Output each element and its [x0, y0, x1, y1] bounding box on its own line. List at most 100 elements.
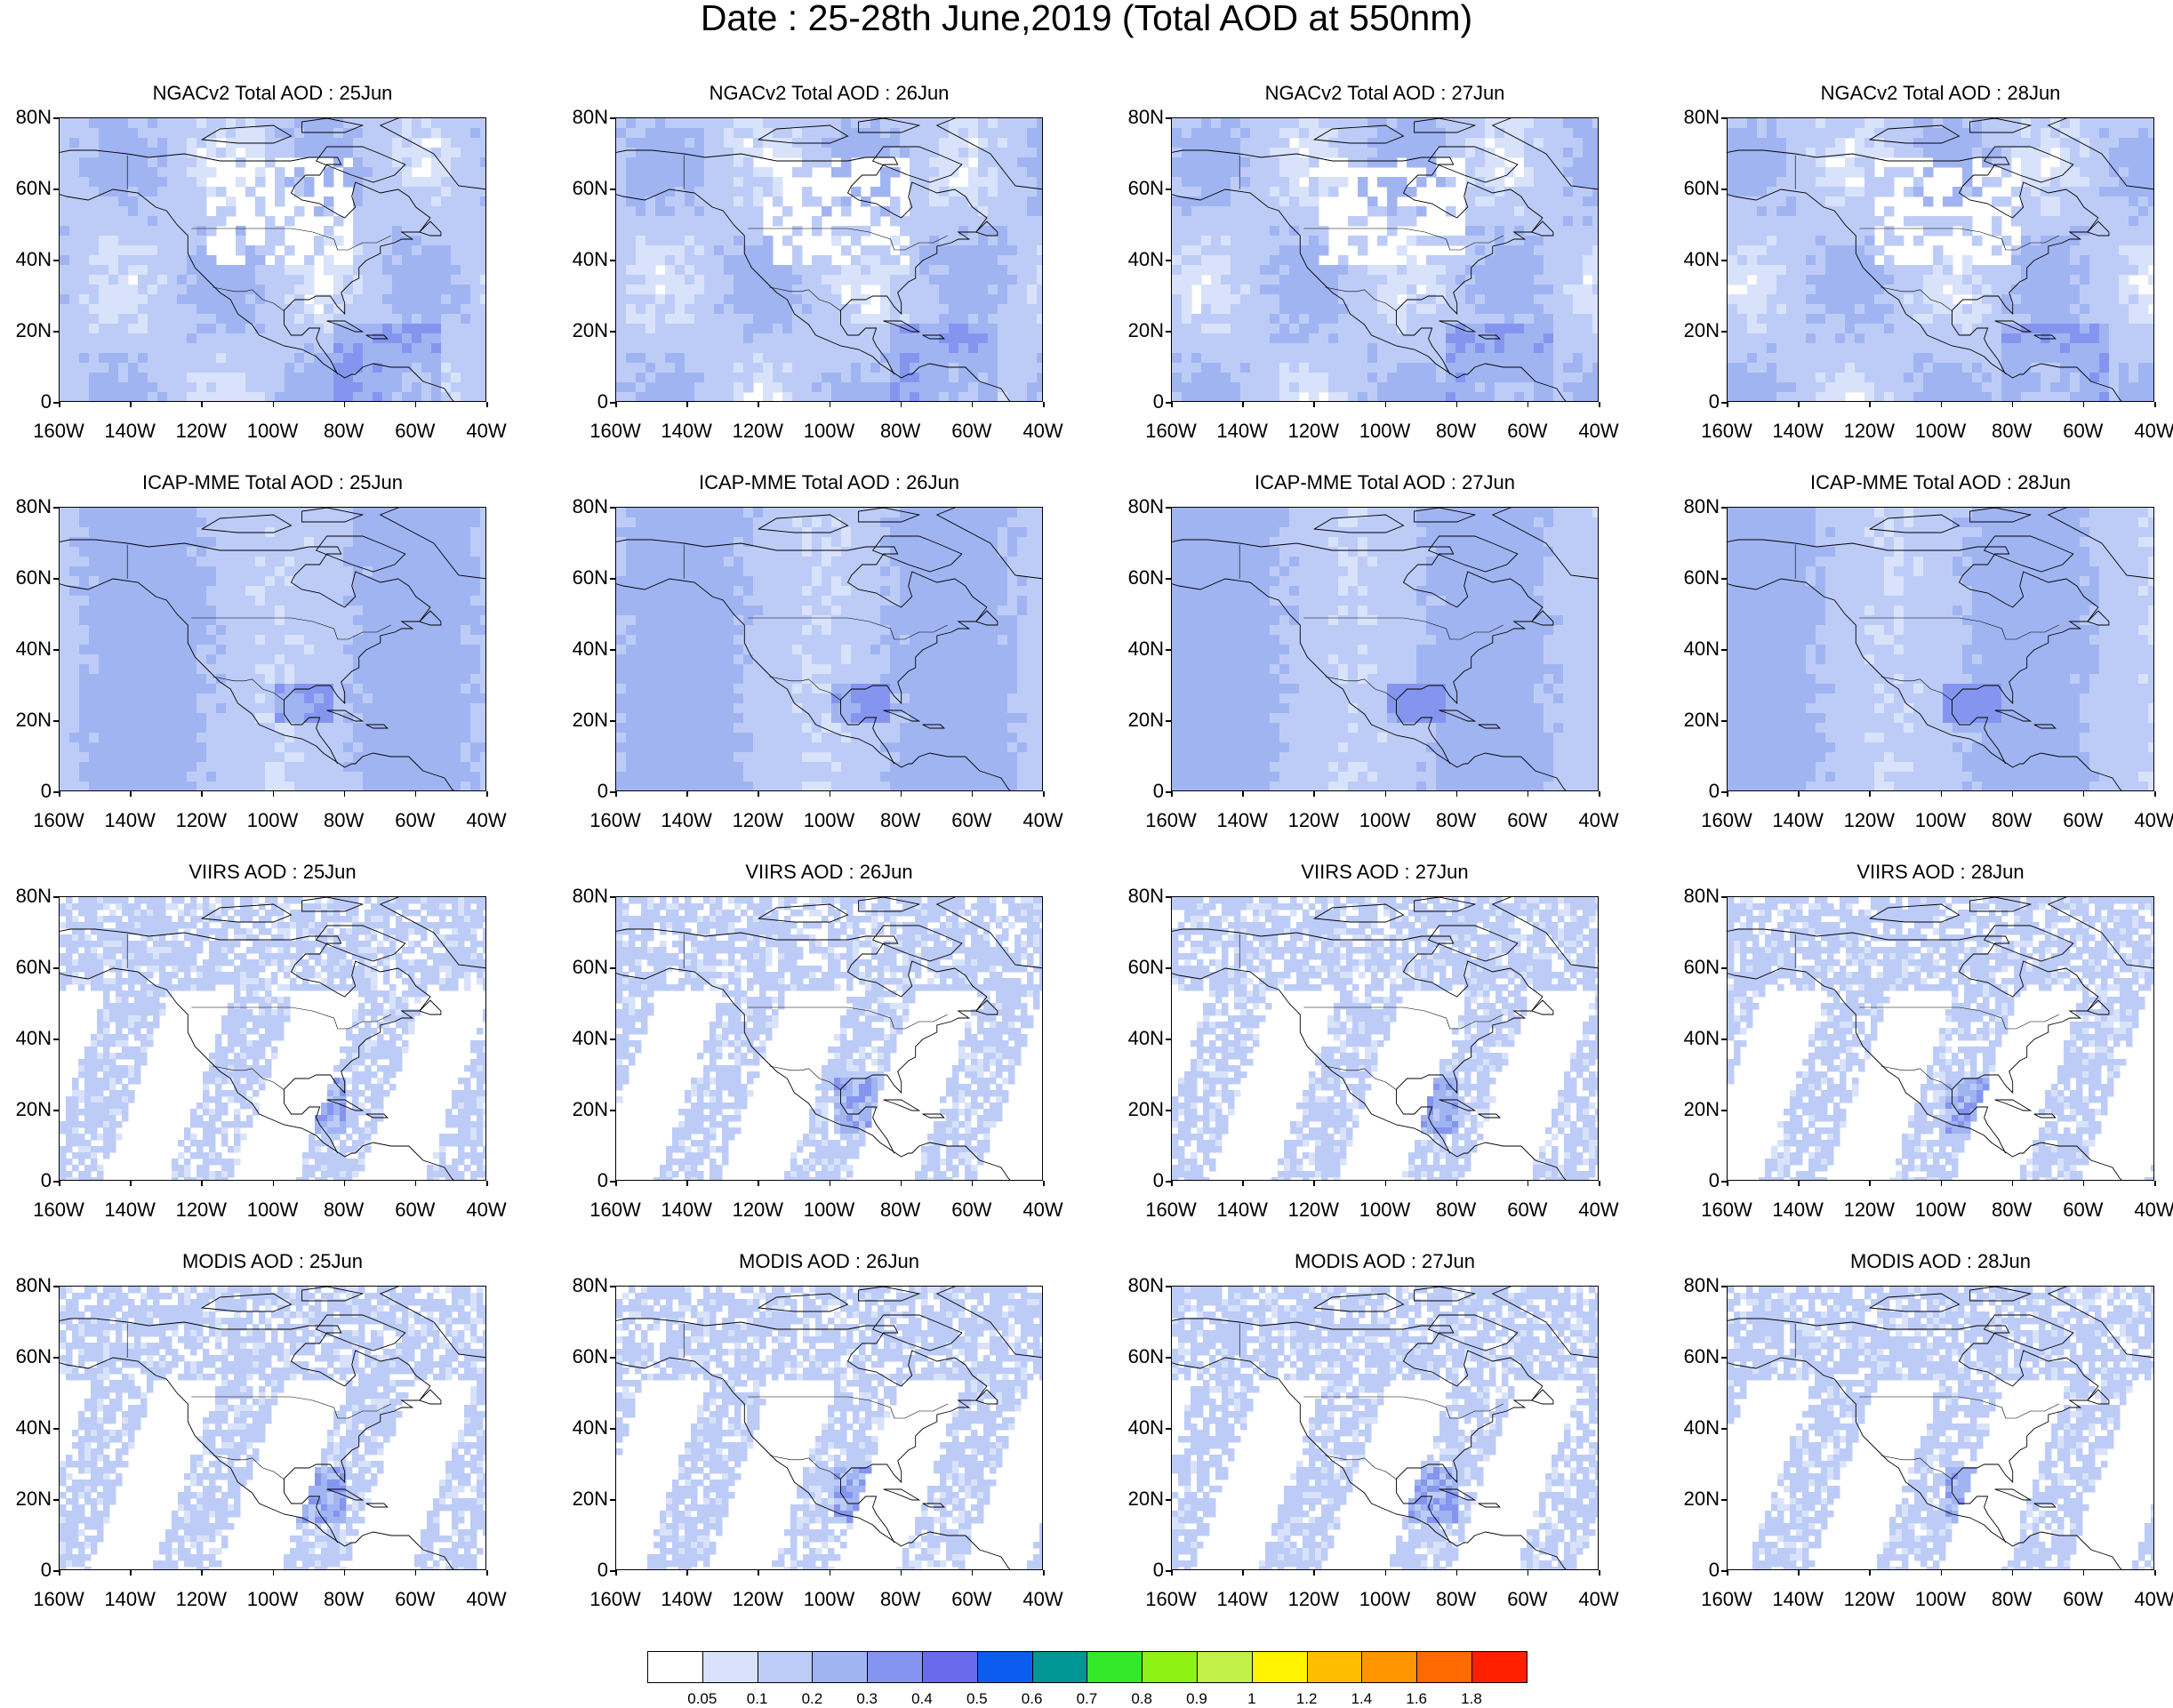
aod-map	[616, 1287, 1043, 1570]
panel-title: VIIRS AOD : 26Jun	[615, 861, 1043, 884]
map-area	[59, 896, 486, 1181]
lat-tick	[1721, 331, 1727, 333]
lon-tick	[686, 1570, 688, 1576]
lon-tick-label: 120W	[1838, 420, 1900, 443]
lon-tick	[972, 1181, 974, 1186]
lon-tick-label: 160W	[1696, 420, 1758, 443]
lat-tick-label: 60N	[0, 566, 52, 589]
lon-tick-label: 160W	[28, 1199, 90, 1222]
lon-tick	[1869, 791, 1871, 797]
lat-tick	[1166, 1110, 1171, 1111]
lat-tick	[1721, 896, 1727, 898]
lon-tick	[1171, 1570, 1173, 1576]
colorbar-swatch	[647, 1651, 703, 1683]
lat-tick-label: 60N	[553, 566, 608, 589]
lat-tick-label: 20N	[1109, 1487, 1164, 1511]
lon-tick	[1043, 1181, 1045, 1186]
aod-map	[1728, 508, 2154, 791]
lon-tick-label: 120W	[1282, 420, 1344, 443]
lon-tick-label: 60W	[941, 420, 1003, 443]
aod-map	[1728, 897, 2154, 1181]
aod-map	[616, 508, 1043, 791]
lat-tick-label: 60N	[1664, 956, 1720, 979]
panel-title: NGACv2 Total AOD : 27Jun	[1171, 82, 1599, 105]
lat-tick	[1166, 896, 1171, 898]
lon-tick	[758, 791, 759, 797]
lon-tick	[1528, 1181, 1529, 1186]
lat-tick	[610, 1038, 615, 1040]
lon-tick	[1798, 1570, 1800, 1576]
lon-tick-label: 40W	[1012, 1588, 1074, 1611]
lon-tick-label: 60W	[941, 809, 1003, 832]
lon-tick-label: 40W	[1012, 809, 1074, 832]
lat-tick-label: 40N	[0, 248, 52, 271]
colorbar-label: 0.4	[900, 1690, 944, 1708]
map-area	[1727, 507, 2154, 791]
lon-tick	[486, 1570, 488, 1576]
map-area	[1171, 507, 1599, 791]
lat-tick-label: 20N	[0, 1098, 52, 1121]
lat-tick-label: 20N	[1109, 1098, 1164, 1121]
lon-tick-label: 60W	[384, 809, 446, 832]
lon-tick	[1798, 791, 1800, 797]
panel-title: ICAP-MME Total AOD : 25Jun	[59, 471, 486, 494]
lon-tick	[1528, 1570, 1529, 1576]
lon-tick-label: 140W	[99, 809, 161, 832]
lat-tick-label: 80N	[1664, 106, 1720, 129]
lat-tick	[53, 1110, 59, 1111]
lon-tick	[201, 402, 203, 407]
lat-tick	[1721, 1038, 1727, 1040]
lon-tick-label: 40W	[1568, 420, 1630, 443]
lon-tick	[1599, 791, 1600, 797]
lat-tick-label: 20N	[1664, 1098, 1720, 1121]
lon-tick	[2012, 1570, 2014, 1576]
lon-tick	[130, 1570, 132, 1576]
lon-tick-label: 40W	[1568, 1588, 1630, 1611]
lon-tick-label: 100W	[1910, 420, 1972, 443]
lat-tick	[1721, 649, 1727, 651]
lon-tick-label: 60W	[1496, 1588, 1559, 1611]
lon-tick-label: 80W	[870, 420, 932, 443]
colorbar-swatch	[1197, 1651, 1253, 1683]
lat-tick-label: 60N	[1664, 1345, 1720, 1368]
lon-tick	[1727, 1570, 1728, 1576]
lon-tick-label: 160W	[584, 420, 646, 443]
lat-tick-label: 20N	[553, 319, 608, 342]
lon-tick	[201, 1570, 203, 1576]
aod-map	[1172, 1287, 1599, 1570]
aod-map	[1728, 1287, 2154, 1570]
panel-title: MODIS AOD : 26Jun	[615, 1250, 1043, 1273]
lat-tick	[1166, 260, 1171, 261]
panel-title: ICAP-MME Total AOD : 27Jun	[1171, 471, 1599, 494]
lat-tick	[1166, 331, 1171, 333]
lat-tick	[53, 507, 59, 509]
lon-tick	[1869, 1570, 1871, 1576]
lon-tick-label: 160W	[1140, 1588, 1202, 1611]
lon-tick	[1941, 1570, 1943, 1576]
lat-tick	[1721, 1499, 1727, 1501]
lat-tick-label: 20N	[1664, 709, 1720, 732]
colorbar-swatch	[1086, 1651, 1143, 1683]
lat-tick	[1721, 260, 1727, 261]
lon-tick	[59, 1181, 60, 1186]
lon-tick-label: 60W	[384, 420, 446, 443]
lat-tick-label: 80N	[0, 885, 52, 908]
lon-tick	[1599, 1570, 1600, 1576]
lat-tick	[53, 117, 59, 119]
lon-tick	[1242, 402, 1244, 407]
lat-tick-label: 80N	[1109, 495, 1164, 518]
lat-tick	[1166, 1286, 1171, 1287]
lon-tick	[2154, 1570, 2156, 1576]
lon-tick-label: 120W	[1838, 1588, 1900, 1611]
lon-tick-label: 160W	[1696, 1199, 1758, 1222]
lon-tick	[1385, 1570, 1387, 1576]
lat-tick-label: 20N	[553, 1487, 608, 1511]
aod-map	[1172, 118, 1599, 402]
lat-tick-label: 60N	[0, 177, 52, 200]
lon-tick-label: 160W	[1696, 1588, 1758, 1611]
lat-tick-label: 80N	[1109, 1274, 1164, 1297]
lat-tick	[1721, 1110, 1727, 1111]
lat-tick-label: 60N	[1664, 177, 1720, 200]
lat-tick	[53, 1499, 59, 1501]
lat-tick-label: 40N	[553, 1416, 608, 1439]
